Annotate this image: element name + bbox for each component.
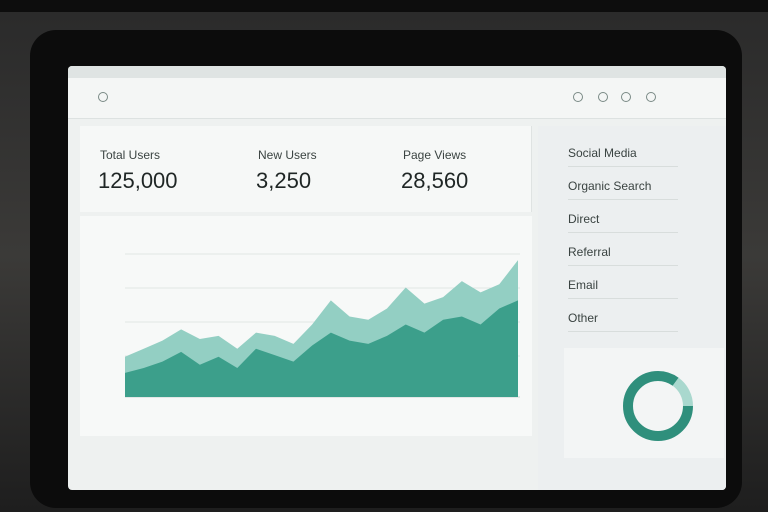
frame-strip xyxy=(0,0,768,12)
kpi-label: Total Users xyxy=(100,148,161,162)
status-bar xyxy=(68,66,726,78)
donut-panel xyxy=(564,348,724,458)
header xyxy=(68,78,726,119)
kpi-value: 3,250 xyxy=(256,168,312,193)
screen: Total Users 125,000 New Users 3,250 Page… xyxy=(68,66,726,490)
kpi-card: New Users 3,250 xyxy=(238,126,384,212)
source-item[interactable]: Social Media xyxy=(568,146,678,167)
source-item[interactable]: Direct xyxy=(568,212,678,233)
kpi-value: 28,560 xyxy=(401,168,469,193)
kpi-label: Page Views xyxy=(403,148,467,162)
source-item[interactable]: Email xyxy=(568,278,678,299)
header-icon[interactable] xyxy=(598,92,608,102)
source-item[interactable]: Referral xyxy=(568,245,678,266)
source-item[interactable]: Organic Search xyxy=(568,179,678,200)
logo-icon xyxy=(98,92,108,102)
kpi-value: 125,000 xyxy=(98,168,178,193)
kpi-card: Total Users 125,000 xyxy=(80,126,239,212)
source-item[interactable]: Other xyxy=(568,311,678,332)
donut-ring xyxy=(623,371,693,441)
header-icon[interactable] xyxy=(573,92,583,102)
area xyxy=(125,300,518,397)
area-chart xyxy=(125,253,520,398)
kpi-card: Page Views 28,560 xyxy=(383,126,532,212)
chart-panel xyxy=(80,216,532,436)
donut xyxy=(623,371,693,441)
kpi-label: New Users xyxy=(258,148,317,162)
header-icon[interactable] xyxy=(646,92,656,102)
header-icon[interactable] xyxy=(621,92,631,102)
